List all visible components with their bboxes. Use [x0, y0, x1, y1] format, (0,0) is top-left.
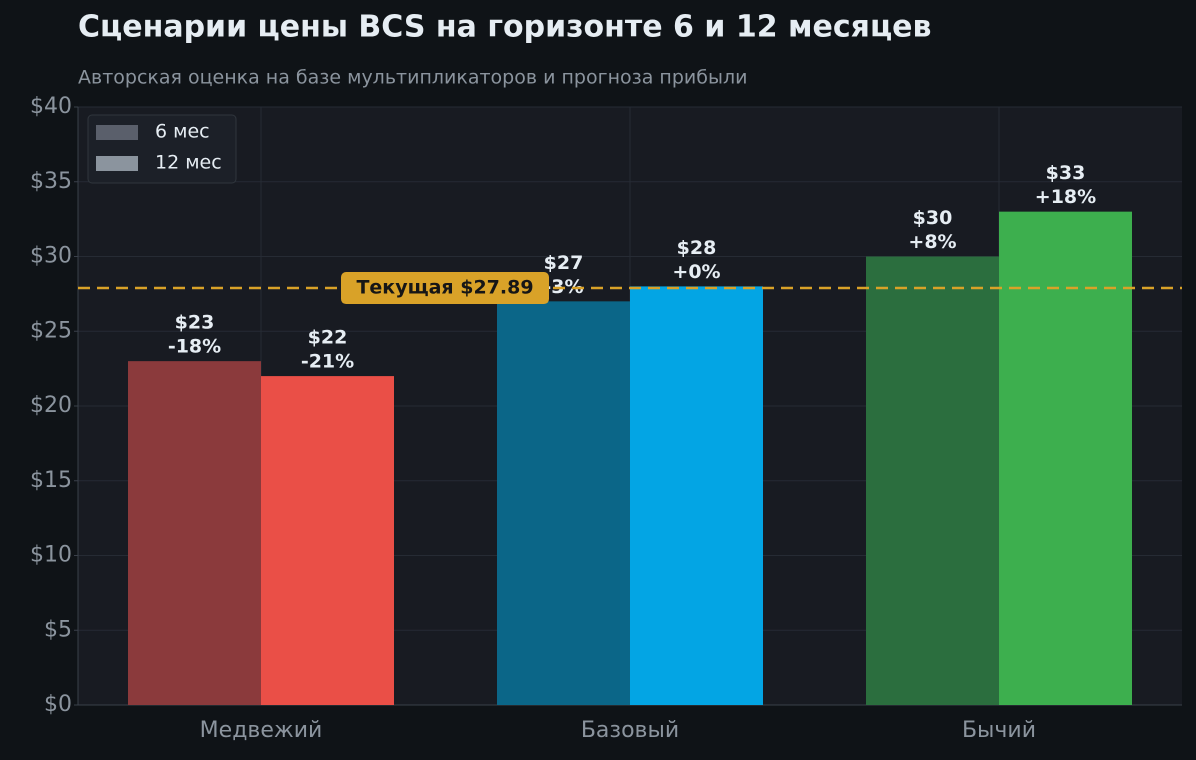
- bar: [128, 361, 261, 705]
- chart-title: Сценарии цены BCS на горизонте 6 и 12 ме…: [78, 10, 932, 45]
- chart-subtitle: Авторская оценка на базе мультипликаторо…: [78, 67, 747, 89]
- value-label: $30: [913, 207, 953, 229]
- value-label: $28: [677, 237, 717, 259]
- y-tick-label: $5: [44, 617, 72, 642]
- y-tick-label: $35: [30, 169, 72, 194]
- legend-swatch: [96, 125, 138, 140]
- bar: [866, 256, 999, 705]
- change-label: +8%: [908, 231, 956, 253]
- bar: [630, 286, 763, 705]
- bar: [261, 376, 394, 705]
- reference-label: Текущая $27.89: [356, 277, 533, 299]
- change-label: +0%: [672, 261, 720, 283]
- change-label: +18%: [1035, 186, 1096, 208]
- x-tick-label: Бычий: [962, 718, 1036, 743]
- value-label: $27: [544, 252, 584, 274]
- legend-label: 12 мес: [155, 152, 222, 174]
- bar: [497, 301, 630, 705]
- y-tick-label: $40: [30, 94, 72, 119]
- y-tick-label: $10: [30, 543, 72, 568]
- reference-label-box: [341, 272, 549, 305]
- bar: [999, 211, 1132, 705]
- y-tick-label: $0: [44, 692, 72, 717]
- legend-label: 6 мес: [155, 121, 210, 143]
- value-label: $22: [308, 327, 348, 349]
- y-tick-label: $30: [30, 244, 72, 269]
- change-label: -21%: [301, 351, 354, 373]
- y-tick-label: $25: [30, 318, 72, 343]
- value-label: $23: [175, 312, 215, 334]
- change-label: -18%: [168, 336, 221, 358]
- x-tick-label: Медвежий: [200, 718, 323, 743]
- legend-swatch: [96, 156, 138, 171]
- y-tick-label: $15: [30, 468, 72, 493]
- x-tick-label: Базовый: [581, 718, 679, 743]
- value-label: $33: [1046, 162, 1086, 184]
- y-tick-label: $20: [30, 393, 72, 418]
